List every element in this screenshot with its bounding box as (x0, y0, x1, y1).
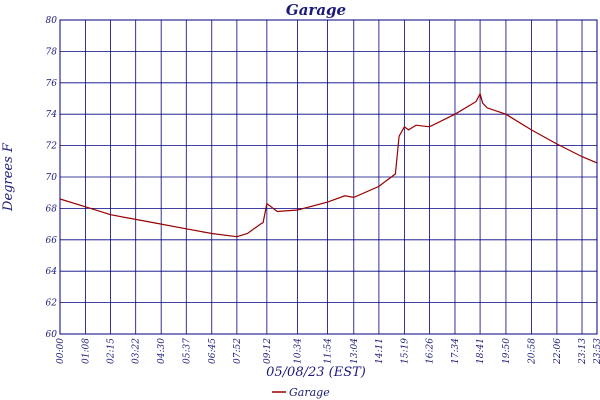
x-tick-label: 19:50 (502, 338, 512, 364)
x-tick-label: 11:54 (324, 338, 334, 364)
plot-area-border (59, 19, 598, 335)
x-tick-label: 09:12 (263, 338, 273, 364)
x-tick-labels: 00:00 01:08 02:15 03:22 04:30 05:37 06:45 07:52… (56, 338, 600, 365)
y-tick-label: 70 (46, 173, 58, 183)
y-tick-label: 68 (46, 204, 58, 214)
legend-entry-garage: Garage (289, 386, 330, 399)
y-tick-label: 76 (46, 79, 58, 89)
x-tick-label: 15:19 (400, 338, 410, 364)
y-tick-label: 64 (46, 267, 58, 277)
x-tick-label: 17:34 (451, 338, 461, 364)
y-tick-label: 78 (46, 47, 58, 57)
y-tick-label: 72 (46, 142, 58, 152)
x-tick-label: 18:41 (476, 338, 486, 364)
chart-title: Garage (286, 1, 346, 19)
x-tick-label: 14:11 (375, 338, 385, 364)
x-tick-label: 13:04 (350, 338, 360, 364)
x-tick-label: 06:45 (208, 338, 218, 364)
x-tick-label: 20:58 (527, 338, 537, 365)
y-tick-label: 74 (46, 110, 58, 120)
y-axis-label: Degrees F (1, 142, 16, 212)
x-tick-label: 02:15 (107, 338, 117, 364)
x-tick-label: 16:26 (425, 338, 435, 364)
x-tick-label: 03:22 (132, 338, 142, 364)
x-tick-label: 23:53 (593, 338, 600, 365)
x-tick-label: 10:34 (294, 338, 304, 364)
x-tick-label: 05:37 (182, 338, 192, 364)
x-tick-label: 22:06 (553, 338, 563, 365)
x-tick-label: 07:52 (233, 338, 243, 364)
legend: Garage (272, 386, 330, 399)
grid (59, 19, 598, 335)
y-tick-labels: 60 62 64 66 68 70 72 74 76 78 80 (46, 16, 58, 340)
y-tick-label: 66 (46, 236, 58, 246)
x-tick-label: 04:30 (157, 338, 167, 364)
y-tick-label: 62 (46, 299, 58, 309)
series-line-garage (59, 92, 598, 238)
y-tick-label: 60 (46, 330, 58, 340)
x-tick-label: 01:08 (81, 338, 91, 364)
y-tick-label: 80 (46, 16, 58, 26)
x-tick-label: 00:00 (56, 338, 66, 364)
x-tick-label: 23:13 (578, 338, 588, 365)
x-axis-label: 05/08/23 (EST) (266, 365, 366, 380)
